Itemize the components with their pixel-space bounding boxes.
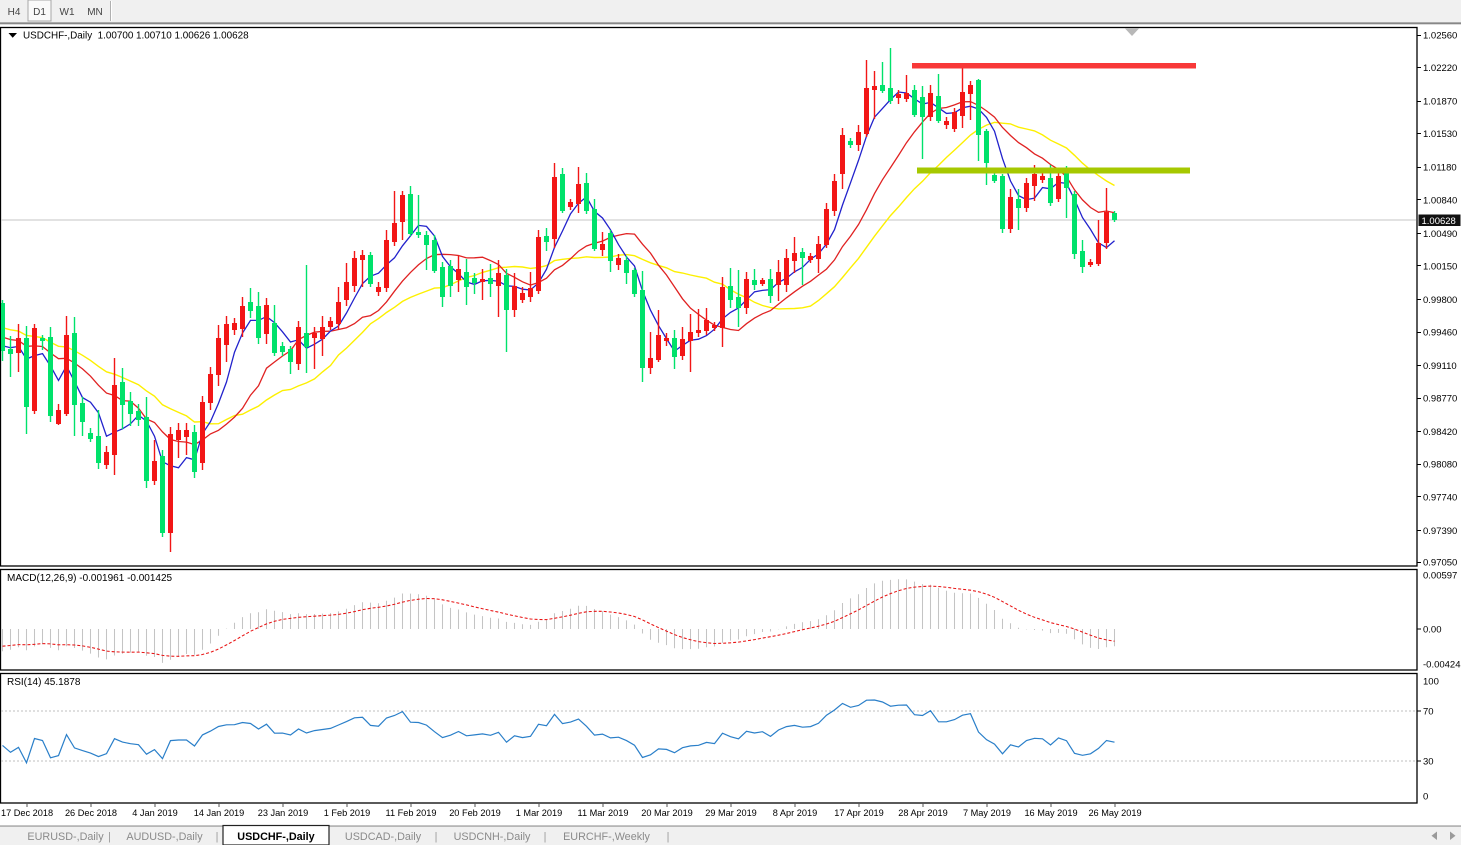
svg-text:USDCHF-,Daily 1.00700 1.00710: USDCHF-,Daily 1.00700 1.00710 1.00626 1.… (23, 31, 249, 42)
svg-text:|: | (108, 831, 111, 843)
svg-text:30: 30 (1423, 757, 1434, 768)
svg-text:0.97390: 0.97390 (1423, 526, 1457, 537)
svg-text:0.97740: 0.97740 (1423, 492, 1457, 503)
svg-text:EURCHF-,Weekly: EURCHF-,Weekly (563, 831, 650, 843)
svg-text:11 Feb 2019: 11 Feb 2019 (386, 808, 437, 818)
svg-text:|: | (544, 831, 547, 843)
svg-text:1.02560: 1.02560 (1423, 31, 1457, 42)
svg-text:8 Apr 2019: 8 Apr 2019 (773, 808, 817, 818)
svg-text:0.98770: 0.98770 (1423, 394, 1457, 405)
svg-text:17 Apr 2019: 17 Apr 2019 (834, 808, 884, 818)
svg-text:W1: W1 (60, 7, 75, 18)
svg-text:0.98080: 0.98080 (1423, 460, 1457, 471)
svg-text:0.99460: 0.99460 (1423, 328, 1457, 339)
svg-text:1.00150: 1.00150 (1423, 261, 1457, 272)
svg-text:0.97050: 0.97050 (1423, 558, 1457, 569)
svg-text:USDCNH-,Daily: USDCNH-,Daily (454, 831, 531, 843)
svg-text:D1: D1 (33, 7, 46, 18)
svg-text:MACD(12,26,9) -0.001961 -0.001: MACD(12,26,9) -0.001961 -0.001425 (7, 573, 173, 584)
svg-text:7 May 2019: 7 May 2019 (963, 808, 1011, 818)
svg-text:0.00597: 0.00597 (1423, 571, 1457, 582)
svg-text:1.01870: 1.01870 (1423, 97, 1457, 108)
svg-text:MN: MN (87, 7, 103, 18)
svg-text:1.01180: 1.01180 (1423, 163, 1457, 174)
svg-text:0.99800: 0.99800 (1423, 295, 1457, 306)
svg-text:11 Mar 2019: 11 Mar 2019 (578, 808, 629, 818)
svg-text:70: 70 (1423, 707, 1434, 718)
svg-text:17 Dec 2018: 17 Dec 2018 (1, 808, 53, 818)
svg-text:|: | (667, 831, 670, 843)
svg-text:20 Mar 2019: 20 Mar 2019 (641, 808, 693, 818)
svg-text:RSI(14) 45.1878: RSI(14) 45.1878 (7, 677, 81, 688)
svg-text:29 Mar 2019: 29 Mar 2019 (705, 808, 757, 818)
svg-text:USDCAD-,Daily: USDCAD-,Daily (345, 831, 422, 843)
svg-text:|: | (216, 831, 219, 843)
svg-text:28 Apr 2019: 28 Apr 2019 (898, 808, 948, 818)
svg-text:0.99110: 0.99110 (1423, 361, 1457, 372)
svg-text:0: 0 (1423, 792, 1428, 803)
svg-text:0.98420: 0.98420 (1423, 427, 1457, 438)
svg-text:1.00840: 1.00840 (1423, 195, 1457, 206)
svg-text:1.01530: 1.01530 (1423, 129, 1457, 140)
svg-text:100: 100 (1423, 677, 1439, 688)
svg-text:23 Jan 2019: 23 Jan 2019 (258, 808, 309, 818)
svg-text:1.00628: 1.00628 (1422, 216, 1456, 227)
svg-text:1.02220: 1.02220 (1423, 63, 1457, 74)
svg-text:26 May 2019: 26 May 2019 (1088, 808, 1141, 818)
svg-text:1.00490: 1.00490 (1423, 229, 1457, 240)
svg-text:16 May 2019: 16 May 2019 (1024, 808, 1077, 818)
svg-text:-0.004243: -0.004243 (1423, 660, 1461, 671)
svg-text:EURUSD-,Daily: EURUSD-,Daily (27, 831, 104, 843)
svg-text:H4: H4 (8, 7, 21, 18)
svg-text:|: | (435, 831, 438, 843)
svg-text:26 Dec 2018: 26 Dec 2018 (65, 808, 117, 818)
svg-text:4 Jan 2019: 4 Jan 2019 (132, 808, 177, 818)
svg-text:USDCHF-,Daily: USDCHF-,Daily (237, 831, 314, 843)
svg-text:20 Feb 2019: 20 Feb 2019 (449, 808, 501, 818)
svg-text:14 Jan 2019: 14 Jan 2019 (194, 808, 245, 818)
svg-text:1 Mar 2019: 1 Mar 2019 (516, 808, 562, 818)
svg-text:0.00: 0.00 (1423, 625, 1442, 636)
svg-text:1 Feb 2019: 1 Feb 2019 (324, 808, 371, 818)
svg-text:AUDUSD-,Daily: AUDUSD-,Daily (126, 831, 203, 843)
